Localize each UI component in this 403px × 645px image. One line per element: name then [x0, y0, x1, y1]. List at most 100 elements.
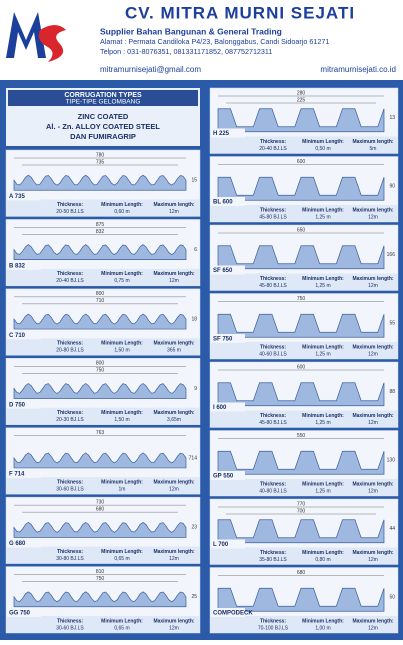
- spec-label: Minimum Length:: [302, 207, 344, 213]
- spec-label: Maximum length:: [352, 276, 393, 282]
- website: mitramurnisejati.co.id: [320, 65, 396, 74]
- spec-value: 0,80 m: [315, 557, 330, 563]
- spec-value: 12m: [368, 557, 378, 563]
- spec-value: 12m: [169, 625, 179, 631]
- product-name: GP 550: [213, 474, 234, 480]
- sheet-profile: [13, 244, 187, 260]
- tagline: Supplier Bahan Bangunan & General Tradin…: [100, 26, 282, 36]
- name-box: [211, 128, 245, 138]
- spec-label: Maximum length:: [153, 341, 194, 347]
- dim-label: 750: [297, 296, 306, 302]
- sheet-profile: [13, 174, 187, 191]
- coating: DAN FUMIRAGRIP: [70, 132, 136, 141]
- name-box: [211, 608, 245, 617]
- dim-label: 13: [389, 115, 395, 121]
- sheet-profile: [13, 521, 187, 538]
- spec-label: Maximum length:: [153, 410, 194, 416]
- product-name: L 700: [213, 542, 229, 548]
- spec-label: Minimum Length:: [302, 618, 344, 624]
- spec-label: Maximum length:: [352, 413, 393, 419]
- spec-row: [210, 547, 398, 565]
- sheet-profile: [217, 108, 385, 133]
- spec-label: Minimum Length:: [101, 549, 143, 555]
- product-name: B 832: [9, 263, 26, 269]
- product-card: 763 714 F 714 Thickness:30-60 BJ.LS Minimum …: [5, 427, 201, 495]
- dim-label: 680: [297, 570, 306, 576]
- product-name: A 735: [9, 194, 25, 200]
- spec-value: 20-80 BJ.LS: [56, 348, 84, 354]
- logo: [6, 12, 66, 62]
- dim-label: 55: [389, 321, 395, 327]
- spec-label: Thickness:: [260, 276, 286, 282]
- spec-row: [6, 407, 200, 425]
- product-card: 650 166 SF 650 Thickness:45-80 BJ.LS Minimum…: [209, 224, 399, 291]
- spec-value: 3,65m: [167, 417, 181, 423]
- spec-label: Maximum length:: [153, 549, 194, 555]
- product-name: BL 600: [213, 200, 233, 206]
- spec-row: [6, 477, 200, 495]
- spec-value: 45-80 BJ.LS: [259, 420, 287, 426]
- spec-row: [210, 410, 398, 428]
- logo-m: [6, 12, 46, 58]
- spec-row: [210, 205, 398, 222]
- dim-label: 832: [96, 229, 105, 235]
- dim-label: 44: [389, 526, 395, 532]
- spec-label: Minimum Length:: [101, 618, 143, 624]
- spec-label: Maximum length:: [352, 481, 393, 487]
- spec-label: Thickness:: [57, 271, 83, 277]
- name-box: [7, 260, 41, 270]
- spec-label: Maximum length:: [352, 550, 393, 556]
- spec-label: Maximum length:: [352, 207, 393, 213]
- spec-label: Maximum length:: [352, 139, 393, 145]
- coating: ZINC COATED: [78, 112, 129, 121]
- address: Alamat : Permata Candiloka P4/23, Balong…: [100, 37, 329, 46]
- dim-label: 710: [96, 298, 105, 304]
- spec-label: Thickness:: [260, 618, 286, 624]
- email: mitramurnisejati@gmail.com: [100, 65, 201, 74]
- spec-label: Minimum Length:: [302, 481, 344, 487]
- spec-label: Maximum length:: [153, 479, 194, 485]
- spec-label: Minimum Length:: [101, 410, 143, 416]
- product-card: 750 55 SF 750 Thickness:40-60 BJ.LS Minimum …: [209, 293, 399, 360]
- spec-label: Maximum length:: [153, 202, 194, 208]
- dim-label: 650: [297, 227, 306, 233]
- dim-label: 90: [389, 184, 395, 190]
- spec-value: 365 m: [167, 348, 181, 354]
- spec-value: 12m: [169, 486, 179, 492]
- spec-value: 1m: [119, 486, 126, 492]
- spec-value: 0,50 m: [315, 146, 330, 152]
- sheet-profile: [217, 450, 385, 475]
- dim-label: 166: [387, 252, 396, 258]
- name-box: [211, 265, 245, 275]
- name-box: [7, 469, 41, 479]
- intro-title-bar: [8, 90, 198, 106]
- product-name: SF 750: [213, 337, 233, 343]
- spec-label: Thickness:: [57, 341, 83, 347]
- spec-row: [210, 342, 398, 359]
- spec-value: 40-60 BJ.LS: [259, 351, 287, 357]
- sheet-profile: [217, 245, 385, 270]
- spec-label: Minimum Length:: [302, 276, 344, 282]
- dim-label: 130: [387, 458, 396, 464]
- dim-label: 9: [194, 386, 197, 392]
- spec-value: 35-80 BJ.LS: [259, 557, 287, 563]
- spec-label: Minimum Length:: [302, 139, 344, 145]
- spec-label: Thickness:: [260, 207, 286, 213]
- spec-label: Thickness:: [260, 550, 286, 556]
- spec-value: 30-80 BJ.LS: [56, 556, 84, 562]
- sheet-profile: [217, 382, 385, 407]
- product-card: 680 50 COMPODECK Thickness:70-100 BJ.LS Mini…: [209, 567, 399, 634]
- dim-label: 25: [191, 594, 197, 600]
- company-name: CV. MITRA MURNI SEJATI: [125, 3, 355, 22]
- phone: Telpon : 031-8076351, 081331171852, 0877…: [100, 47, 272, 56]
- spec-label: Thickness:: [57, 479, 83, 485]
- spec-label: Maximum length:: [352, 618, 393, 624]
- spec-value: 20-30 BJ.LS: [56, 417, 84, 423]
- spec-label: Minimum Length:: [101, 479, 143, 485]
- dim-label: 750: [96, 576, 105, 582]
- product-name: G 680: [9, 541, 26, 547]
- spec-value: 20-40 BJ.LS: [56, 278, 84, 284]
